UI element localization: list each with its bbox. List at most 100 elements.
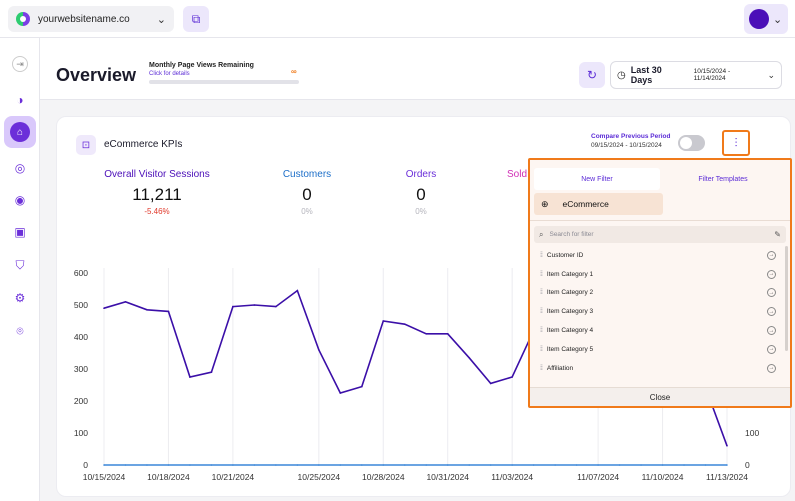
filter-item-label: Item Category 5 — [546, 345, 594, 353]
page-title: Overview — [56, 65, 137, 85]
date-range-dates: 10/15/2024 - 11/14/2024 — [693, 68, 731, 82]
metric-delta: 0% — [415, 207, 427, 216]
date-range-picker[interactable]: ◷ Last 30 Days 10/15/2024 - 11/14/2024 ⌄ — [610, 61, 782, 89]
arrow-right-icon[interactable]: → — [767, 269, 776, 279]
external-link-icon: ⧉ — [191, 11, 201, 26]
behavior-icon: ◉ — [14, 193, 26, 207]
tab-new-filter[interactable]: New Filter — [534, 168, 660, 190]
avatar — [749, 9, 769, 29]
sliders-icon: ⫶ — [734, 135, 738, 150]
top-bar: yourwebsitename.co ⌄ ⧉ ⌄ — [0, 0, 795, 38]
search-icon: ⌕ — [539, 229, 544, 239]
sidebar-item-behavior[interactable]: ◉ — [8, 188, 32, 212]
refresh-icon: ↻ — [586, 68, 598, 82]
quota-progress-bar — [149, 80, 299, 84]
arrow-right-icon[interactable]: → — [767, 288, 776, 298]
card-title: eCommerce KPIs — [104, 139, 183, 150]
site-name: yourwebsitename.co — [38, 13, 130, 25]
filter-panel: New Filter Filter Templates ⊕ eCommerce … — [528, 158, 792, 408]
sidebar-item-location[interactable]: ⌾ — [8, 319, 32, 343]
quota-value: ∞ — [291, 67, 297, 76]
filter-tabs: New Filter Filter Templates — [534, 168, 786, 190]
metric-delta: -5.46% — [144, 207, 170, 216]
drag-handle-icon[interactable]: ⁞⁞ — [540, 364, 543, 372]
shield-icon: ⛉ — [15, 257, 25, 272]
filter-search: ⌕ ✎ — [534, 226, 786, 243]
metric-value: 0 — [302, 185, 312, 204]
compare-toggle[interactable] — [678, 135, 705, 151]
user-menu-button[interactable]: ⌄ — [744, 4, 788, 34]
sidebar-item-security[interactable]: ⛉ — [8, 253, 32, 277]
filter-item[interactable]: ⁞⁞ Affiliation → — [534, 359, 782, 378]
metric-customers: Customers 0 0% — [267, 169, 347, 216]
page-views-quota: Monthly Page Views Remaining Click for d… — [149, 62, 299, 84]
metric-orders: Orders 0 0% — [381, 169, 461, 216]
refresh-button[interactable]: ↻ — [579, 62, 605, 88]
filter-item[interactable]: ⁞⁞ Item Category 5 → — [534, 340, 782, 359]
filter-item-label: Affiliation — [546, 364, 574, 372]
chevron-down-icon: ⌄ — [773, 13, 783, 26]
scrollbar[interactable] — [785, 246, 788, 351]
filter-list: ⁞⁞ Customer ID → ⁞⁞ Item Category 1 → ⁞⁞ Item C… — [534, 246, 782, 386]
chevron-down-icon: ⌄ — [767, 69, 775, 80]
sidebar-collapse-button[interactable]: ⇥ — [8, 52, 32, 76]
clock-icon: ◷ — [617, 69, 626, 81]
compare-dates: 09/15/2024 - 10/15/2024 — [591, 142, 662, 149]
drag-handle-icon[interactable]: ⁞⁞ — [540, 270, 543, 278]
metric-label: Sold — [506, 169, 527, 180]
filter-item[interactable]: ⁞⁞ Item Category 3 → — [534, 302, 782, 321]
filter-item-label: Item Category 1 — [546, 270, 594, 278]
site-selector[interactable]: yourwebsitename.co ⌄ — [8, 6, 174, 32]
metric-label: Orders — [405, 169, 437, 180]
filter-item[interactable]: ⁞⁞ Item Category 2 → — [534, 284, 782, 303]
metric-sold: Sold — [497, 169, 537, 180]
sidebar-item-settings[interactable]: ⚙ — [8, 286, 32, 310]
arrow-right-icon[interactable]: → — [767, 250, 776, 260]
filter-item[interactable]: ⁞⁞ Item Category 1 → — [534, 265, 782, 284]
eraser-icon[interactable]: ✎ — [774, 230, 781, 239]
category-label: eCommerce — [562, 199, 609, 209]
filter-item-label: Customer ID — [546, 251, 584, 259]
engagement-icon: ◎ — [14, 161, 26, 175]
filter-search-input[interactable] — [549, 231, 769, 238]
metric-label: Customers — [282, 169, 332, 180]
sidebar-item-analytics[interactable]: ◑ — [8, 88, 32, 112]
filter-item[interactable]: ⁞⁞ Item Category 4 → — [534, 321, 782, 340]
filter-item-label: Item Category 2 — [546, 289, 594, 297]
drag-handle-icon[interactable]: ⁞⁞ — [540, 345, 543, 353]
drag-handle-icon[interactable]: ⁞⁞ — [540, 289, 543, 297]
compare-period: Compare Previous Period 09/15/2024 - 10/… — [591, 133, 711, 149]
metric-delta: 0% — [301, 207, 313, 216]
collapse-icon: ⇥ — [12, 56, 28, 72]
drag-handle-icon[interactable]: ⁞⁞ — [540, 251, 543, 259]
page-header: Overview Monthly Page Views Remaining Cl… — [40, 38, 795, 100]
filter-button[interactable]: ⫶ — [722, 130, 750, 156]
filter-item[interactable]: ⁞⁞ Customer ID → — [534, 246, 782, 265]
metric-value: 11,211 — [132, 185, 182, 204]
arrow-right-icon[interactable]: → — [767, 326, 776, 336]
sidebar-item-ecommerce[interactable]: ⌂ — [4, 116, 36, 148]
chart-icon: ⊡ — [76, 135, 96, 155]
sidebar-item-engagement[interactable]: ◎ — [8, 156, 32, 180]
quota-title: Monthly Page Views Remaining — [149, 62, 254, 69]
date-range-label: Last 30 Days — [630, 65, 662, 85]
metric-visitor-sessions: Overall Visitor Sessions 11,211 -5.46% — [97, 169, 217, 216]
arrow-right-icon[interactable]: → — [767, 363, 776, 373]
filter-category-ecommerce[interactable]: ⊕ eCommerce — [534, 193, 663, 215]
arrow-right-icon[interactable]: → — [767, 344, 776, 354]
metric-label: Overall Visitor Sessions — [104, 169, 210, 180]
gear-icon: ⚙ — [14, 291, 26, 305]
quota-details-link[interactable]: Click for details — [149, 71, 190, 77]
external-link-button[interactable]: ⧉ — [183, 6, 209, 32]
drag-handle-icon[interactable]: ⁞⁞ — [540, 327, 543, 335]
site-logo-icon — [16, 12, 30, 26]
location-icon: ⌾ — [16, 323, 24, 338]
arrow-right-icon[interactable]: → — [767, 307, 776, 317]
sidebar-item-chat[interactable]: ▣ — [8, 220, 32, 244]
plus-circle-icon: ⊕ — [541, 198, 549, 209]
drag-handle-icon[interactable]: ⁞⁞ — [540, 308, 543, 316]
compare-label: Compare Previous Period — [591, 133, 671, 140]
close-button[interactable]: Close — [530, 387, 790, 406]
filter-item-label: Item Category 3 — [546, 308, 594, 316]
tab-filter-templates[interactable]: Filter Templates — [698, 175, 748, 183]
